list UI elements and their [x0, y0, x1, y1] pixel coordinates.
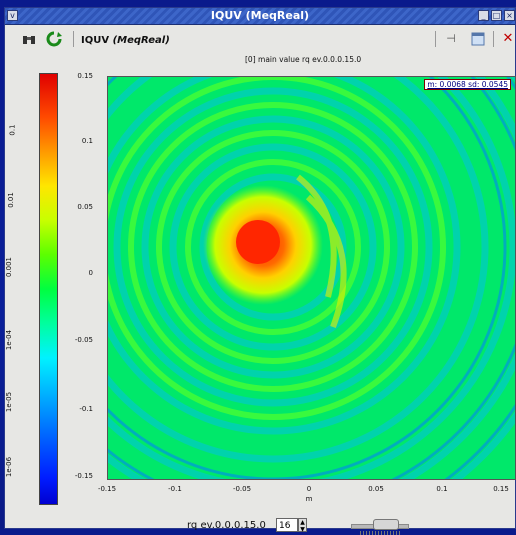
- data-selector-label: rq ev.0.0.0.15.0: [187, 520, 266, 531]
- pin-icon[interactable]: ⊣: [446, 32, 456, 45]
- colorbar-tick: 0.01: [6, 192, 15, 208]
- y-tick-label: 0.1: [81, 137, 93, 145]
- x-tick-label: 0: [306, 485, 312, 493]
- close-window-button[interactable]: ×: [504, 10, 515, 21]
- x-tick-label: -0.05: [232, 485, 252, 493]
- colorbar-tick: 1e-06: [5, 456, 14, 478]
- index-spinbox[interactable]: 16: [276, 518, 298, 532]
- stats-readout: m: 0.0068 sd: 0.0545: [424, 79, 511, 90]
- x-tick-label: 0.1: [436, 485, 448, 493]
- binoculars-icon[interactable]: [21, 31, 37, 47]
- x-tick-label: 0.15: [493, 485, 509, 493]
- x-tick-label: 0.05: [368, 485, 384, 493]
- toolbar: IQUV (MeqReal) ⊣ ✕: [5, 25, 515, 51]
- slider-handle[interactable]: [373, 519, 399, 530]
- colorbar-tick: 0.1: [8, 124, 17, 136]
- window-menu-button[interactable]: v: [7, 10, 18, 21]
- minimize-button[interactable]: _: [478, 10, 489, 21]
- x-axis-unit-label: m: [305, 495, 313, 503]
- plot-caption: [0] main value rq ev.0.0.0.15.0: [245, 55, 362, 64]
- heatmap-plot[interactable]: m: 0.0068 sd: 0.0545: [107, 76, 516, 480]
- toolbar-divider: [73, 31, 74, 47]
- y-tick-label: 0: [88, 269, 93, 277]
- maximize-button[interactable]: □: [491, 10, 502, 21]
- y-tick-label: -0.05: [74, 336, 93, 344]
- undock-icon[interactable]: [470, 31, 486, 47]
- y-tick-label: 0.15: [77, 72, 93, 80]
- y-tick-label: -0.15: [74, 472, 93, 480]
- spinbox-arrows[interactable]: ▲ ▼: [298, 518, 307, 533]
- heatmap-image: [108, 77, 515, 479]
- refresh-icon[interactable]: [46, 31, 62, 47]
- close-icon[interactable]: ✕: [502, 31, 514, 46]
- window-titlebar[interactable]: v IQUV (MeqReal) _ □ ×: [5, 8, 515, 25]
- colorbar-tick: 0.001: [5, 256, 14, 278]
- x-tick-label: -0.1: [168, 485, 182, 493]
- x-tick-label: -0.15: [97, 485, 117, 493]
- toolbar-divider: [435, 31, 436, 47]
- window-title: IQUV (MeqReal): [210, 9, 310, 22]
- colorbar: [39, 73, 58, 505]
- y-tick-label: 0.05: [77, 203, 93, 211]
- toolbar-divider: [493, 31, 494, 47]
- slider-ticks: [360, 531, 400, 535]
- colorbar-tick: 1e-04: [5, 329, 14, 351]
- colorbar-tick: 1e-05: [5, 391, 14, 413]
- plot-window: v IQUV (MeqReal) _ □ × IQUV (MeqReal) ⊣ …: [4, 7, 516, 535]
- app-title: IQUV (MeqReal): [81, 35, 170, 46]
- y-tick-label: -0.1: [79, 405, 93, 413]
